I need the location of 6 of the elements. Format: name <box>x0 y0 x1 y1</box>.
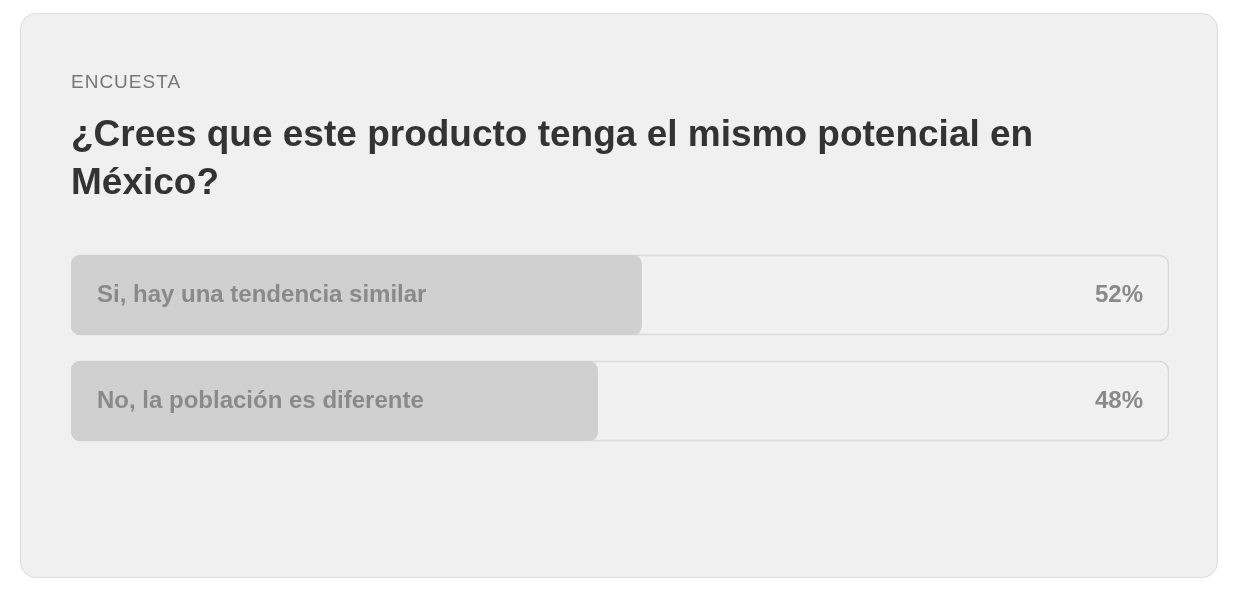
y-tick-label: Si, hay una tendencia similar <box>97 279 427 307</box>
chart-subtitle: ENCUESTA <box>71 71 182 93</box>
data-label: 48% <box>1094 385 1143 413</box>
chart-title: ¿Crees que este producto tenga el mismo potencial en México? <box>71 112 1035 204</box>
y-tick-label: No, la población es diferente <box>97 385 424 413</box>
data-label: 52% <box>1094 279 1143 307</box>
